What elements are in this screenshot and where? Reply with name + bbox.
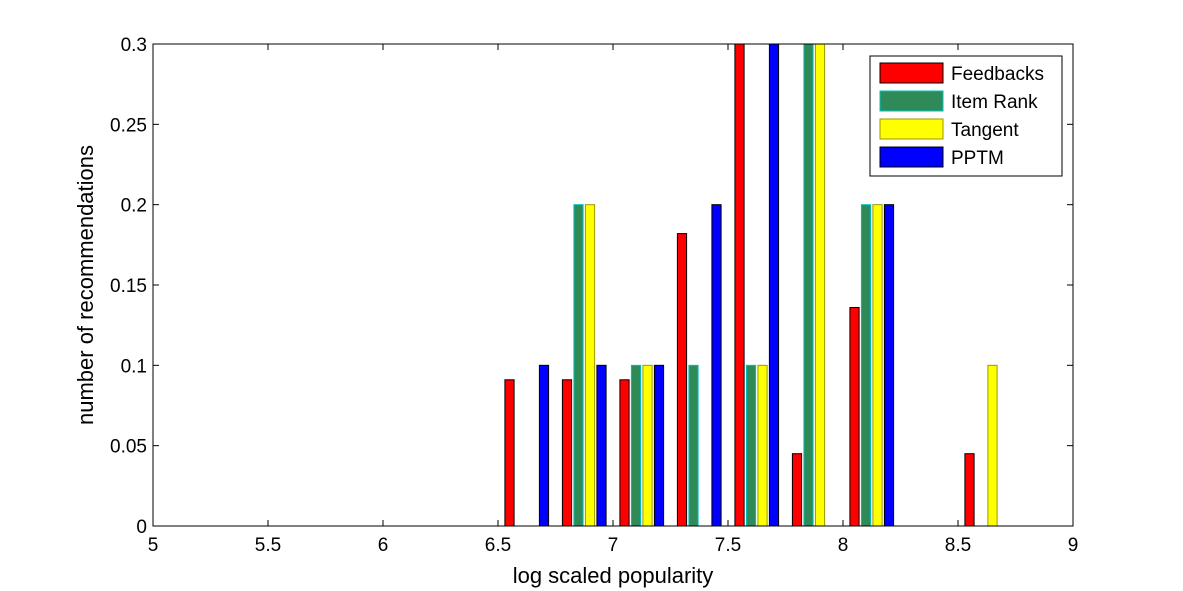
y-tick-label: 0.25 — [110, 115, 147, 136]
x-tick-label: 9 — [1068, 535, 1079, 556]
bar-pptm-7 — [596, 364, 607, 527]
legend-label: PPTM — [951, 148, 1004, 169]
bar-tangent-10 — [757, 364, 768, 527]
bar-pptm-9 — [711, 204, 722, 527]
legend-swatch-item-rank — [879, 90, 944, 112]
y-tick-label: 0.3 — [121, 35, 147, 56]
bar-tangent-8 — [642, 364, 653, 527]
x-tick-label: 7.5 — [715, 535, 741, 556]
bar-item-rank-11 — [803, 43, 814, 527]
legend: Feedbacks Item Rank Tangent PPTM — [869, 55, 1063, 177]
x-tick-label: 7 — [608, 535, 619, 556]
bar-item-rank-9 — [688, 364, 699, 527]
legend-label: Item Rank — [951, 92, 1038, 113]
bar-feedbacks-6 — [504, 379, 515, 527]
bar-feedbacks-7 — [561, 379, 573, 527]
y-tick-label: 0 — [136, 517, 147, 538]
y-axis-ticks: 0 0.05 0.1 0.15 0.2 0.25 0.3 — [110, 35, 1073, 538]
y-axis-label: number of recommendations — [73, 145, 98, 425]
legend-swatch-feedbacks — [879, 62, 944, 84]
legend-swatch-pptm — [879, 146, 944, 168]
y-tick-label: 0.15 — [110, 276, 147, 297]
x-axis-label: log scaled popularity — [513, 563, 714, 588]
bar-feedbacks-9 — [676, 233, 688, 527]
x-tick-label: 8 — [838, 535, 849, 556]
bar-item-rank-12 — [860, 204, 872, 527]
bar-tangent-14 — [987, 364, 998, 527]
bar-item-rank-10 — [745, 364, 757, 527]
bar-pptm-12 — [883, 204, 895, 527]
legend-swatch-tangent — [879, 118, 944, 140]
x-tick-label: 5.5 — [255, 535, 281, 556]
bar-feedbacks-10 — [734, 43, 745, 527]
y-tick-label: 0.1 — [121, 356, 147, 377]
x-tick-label: 6 — [378, 535, 389, 556]
bar-feedbacks-14 — [964, 453, 975, 527]
bar-pptm-10 — [768, 43, 780, 527]
bar-tangent-11 — [814, 43, 826, 527]
x-tick-label: 5 — [148, 535, 159, 556]
bar-pptm-6 — [538, 364, 550, 527]
bar-feedbacks-11 — [791, 453, 803, 527]
legend-label: Feedbacks — [951, 64, 1044, 85]
legend-label: Tangent — [951, 120, 1019, 141]
bar-pptm-8 — [653, 364, 665, 527]
x-tick-label: 6.5 — [485, 535, 511, 556]
bar-tangent-7 — [584, 204, 596, 527]
x-tick-label: 8.5 — [945, 535, 971, 556]
bar-item-rank-7 — [573, 204, 584, 527]
bar-tangent-12 — [872, 204, 883, 527]
bar-feedbacks-12 — [849, 306, 860, 527]
y-tick-label: 0.2 — [121, 196, 147, 217]
x-axis-ticks: 5 5.5 6 6.5 7 7.5 8 8.5 9 — [148, 44, 1079, 556]
bar-feedbacks-8 — [619, 379, 630, 527]
y-tick-label: 0.05 — [110, 437, 147, 458]
bar-item-rank-8 — [630, 364, 642, 527]
